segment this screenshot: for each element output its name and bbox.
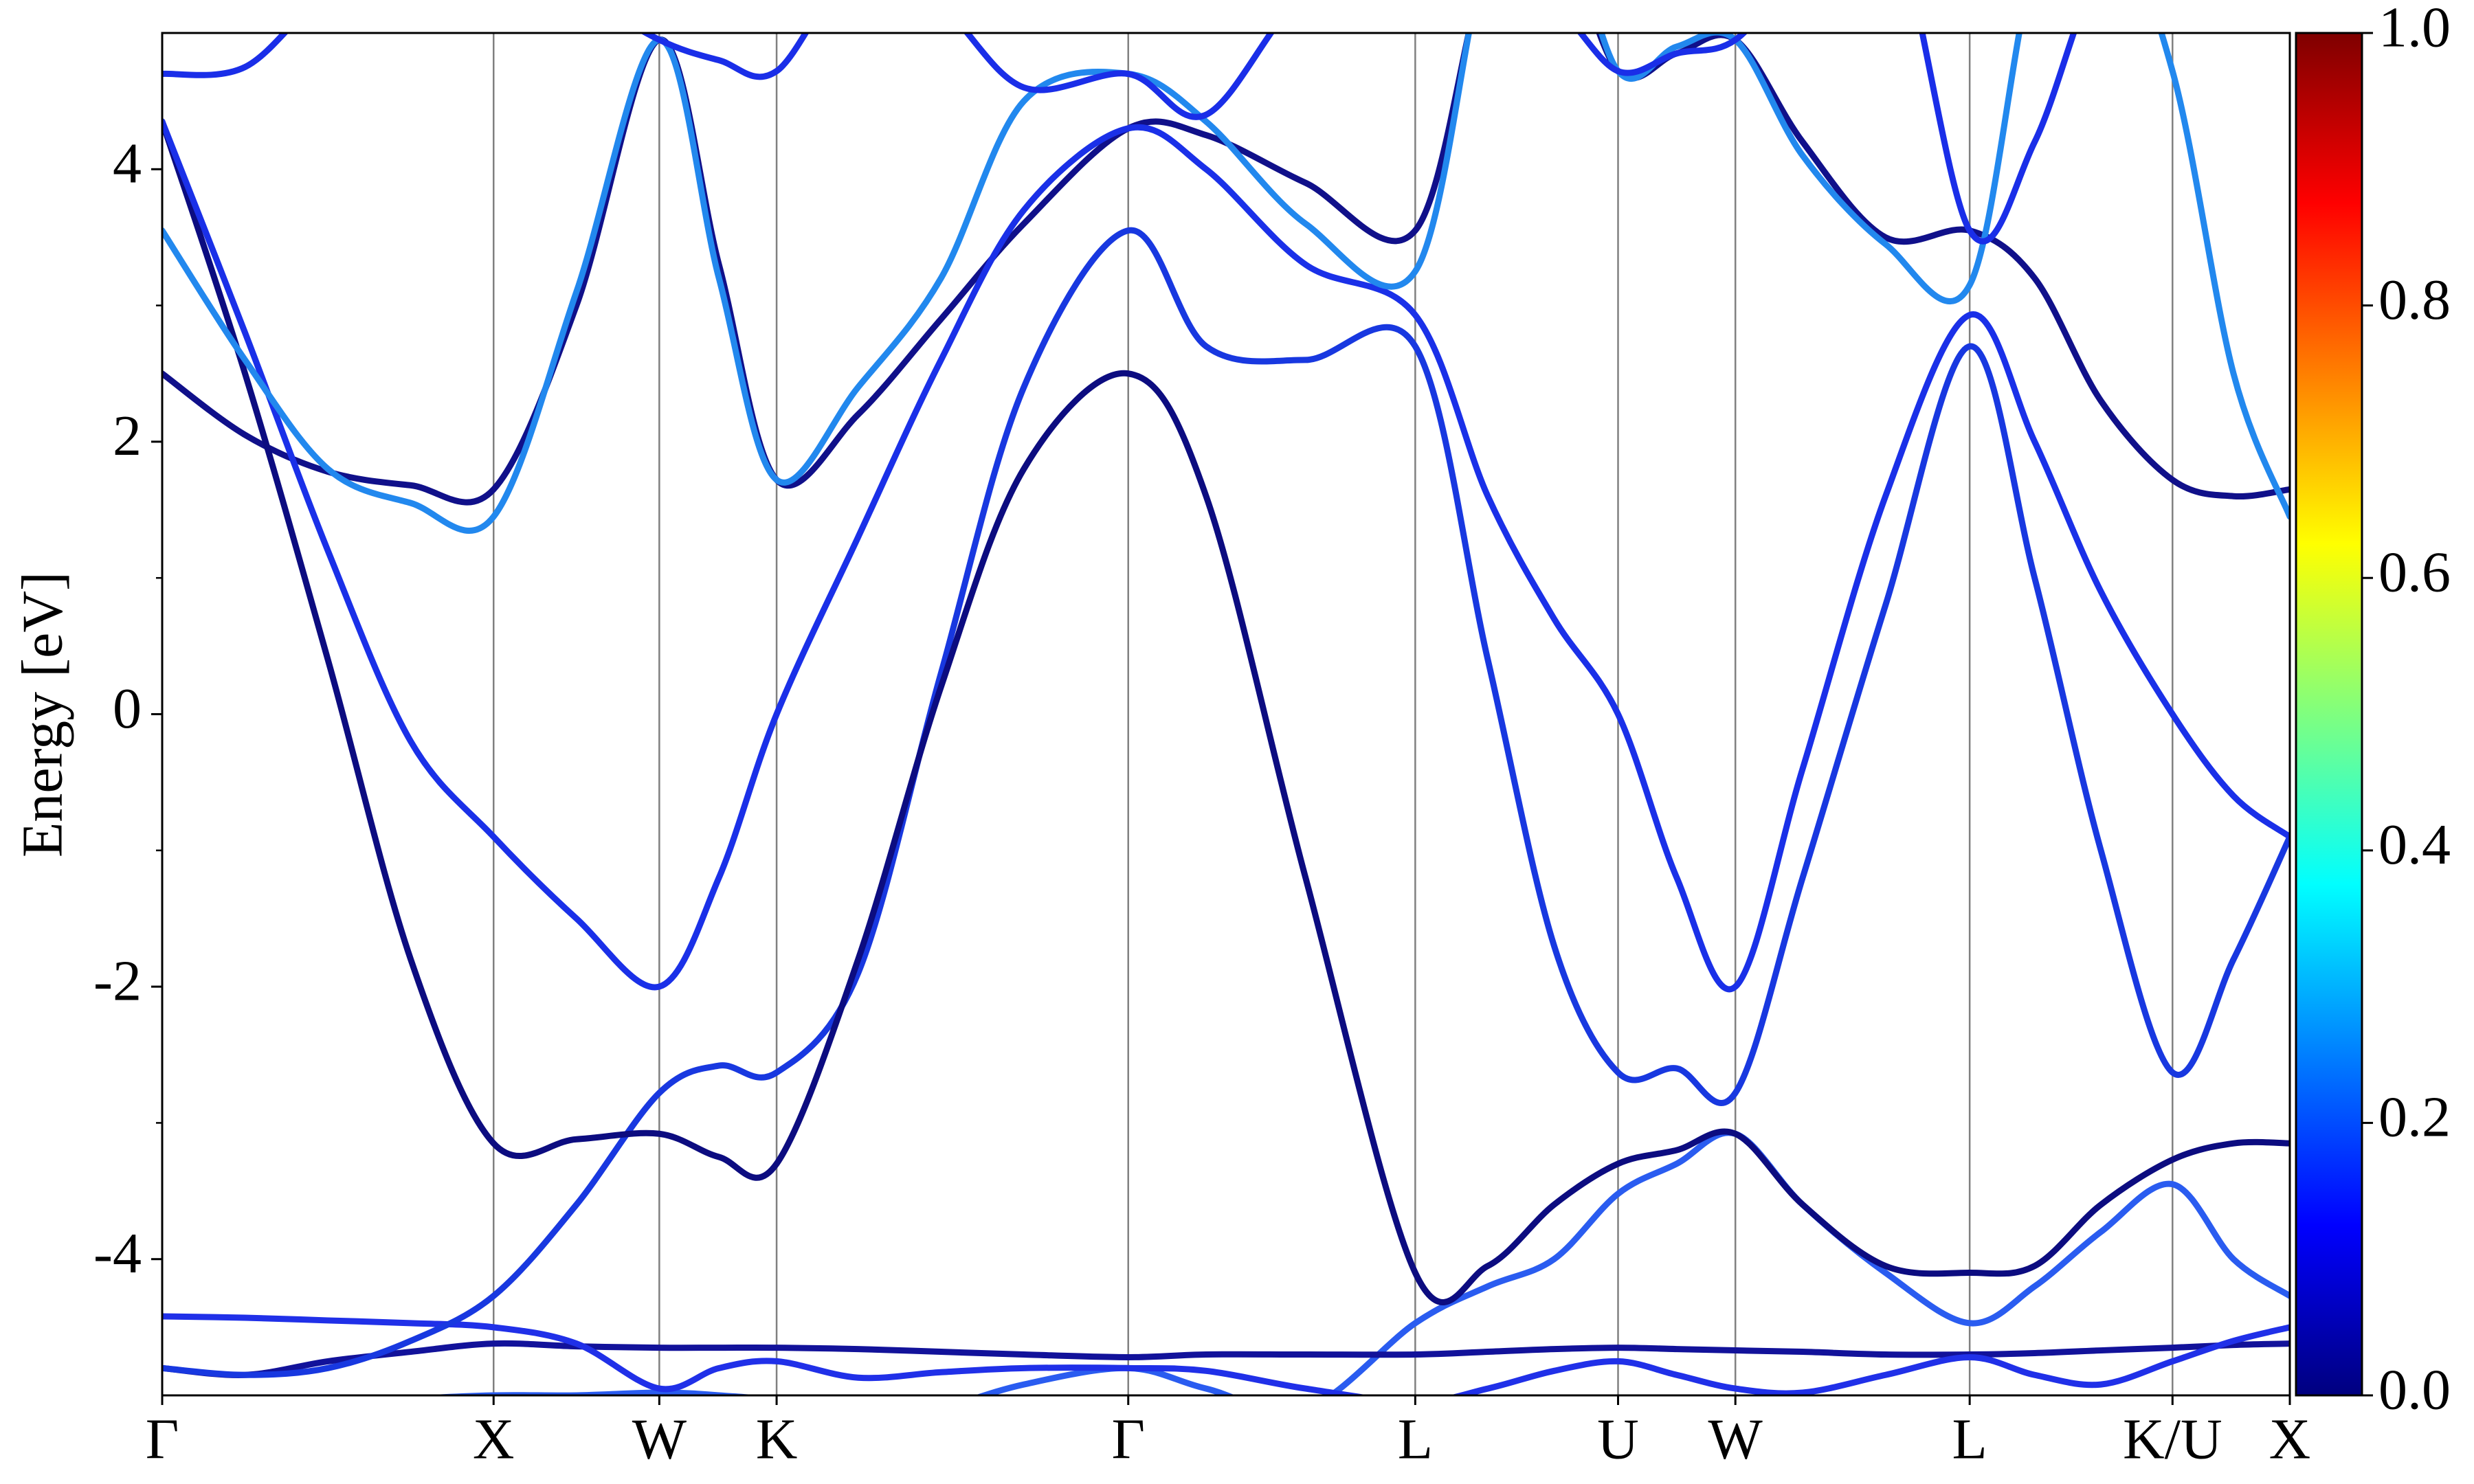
y-tick-label: -2 [93,949,142,1013]
colorbar-tick-label: 0.6 [2378,540,2451,604]
colorbar-tick-label: 0.4 [2378,813,2451,877]
x-tick-label: L [1398,1407,1433,1471]
colorbar-tick-label: 0.8 [2378,268,2451,332]
x-tick-label: L [1952,1407,1987,1471]
x-tick-label: Γ [1111,1407,1145,1471]
band-line [162,227,2290,1378]
x-tick-label: W [632,1407,687,1471]
band-line [162,33,2077,245]
x-tick-label: Γ [146,1407,179,1471]
x-tick-label: X [473,1407,515,1471]
x-tick-label: K [756,1407,798,1471]
y-tick-label: -4 [93,1222,142,1285]
band-line [162,33,2290,534]
colorbar-tick-label: 1.0 [2378,0,2451,59]
plot-frame [161,32,2291,1397]
colorbar-tick-label: 0.2 [2378,1086,2451,1149]
band-line [162,118,2290,1305]
band-line [162,118,2290,993]
y-tick-label: 4 [113,132,142,196]
y-tick-label: 0 [113,677,142,741]
x-tick-label: U [1597,1407,1639,1471]
bands [162,33,2290,1395]
x-tick-label: K/U [2123,1407,2222,1471]
band-line [423,1129,2290,1395]
x-tick-label: X [2269,1407,2311,1471]
colorbar-tick-label: 0.0 [2378,1358,2451,1421]
y-tick-label: 2 [113,404,142,468]
band-line [162,33,2290,506]
y-axis-label: Energy [eV] [10,572,74,857]
band-line [162,1313,2290,1395]
x-tick-label: W [1708,1407,1763,1471]
colorbar [2295,32,2363,1397]
